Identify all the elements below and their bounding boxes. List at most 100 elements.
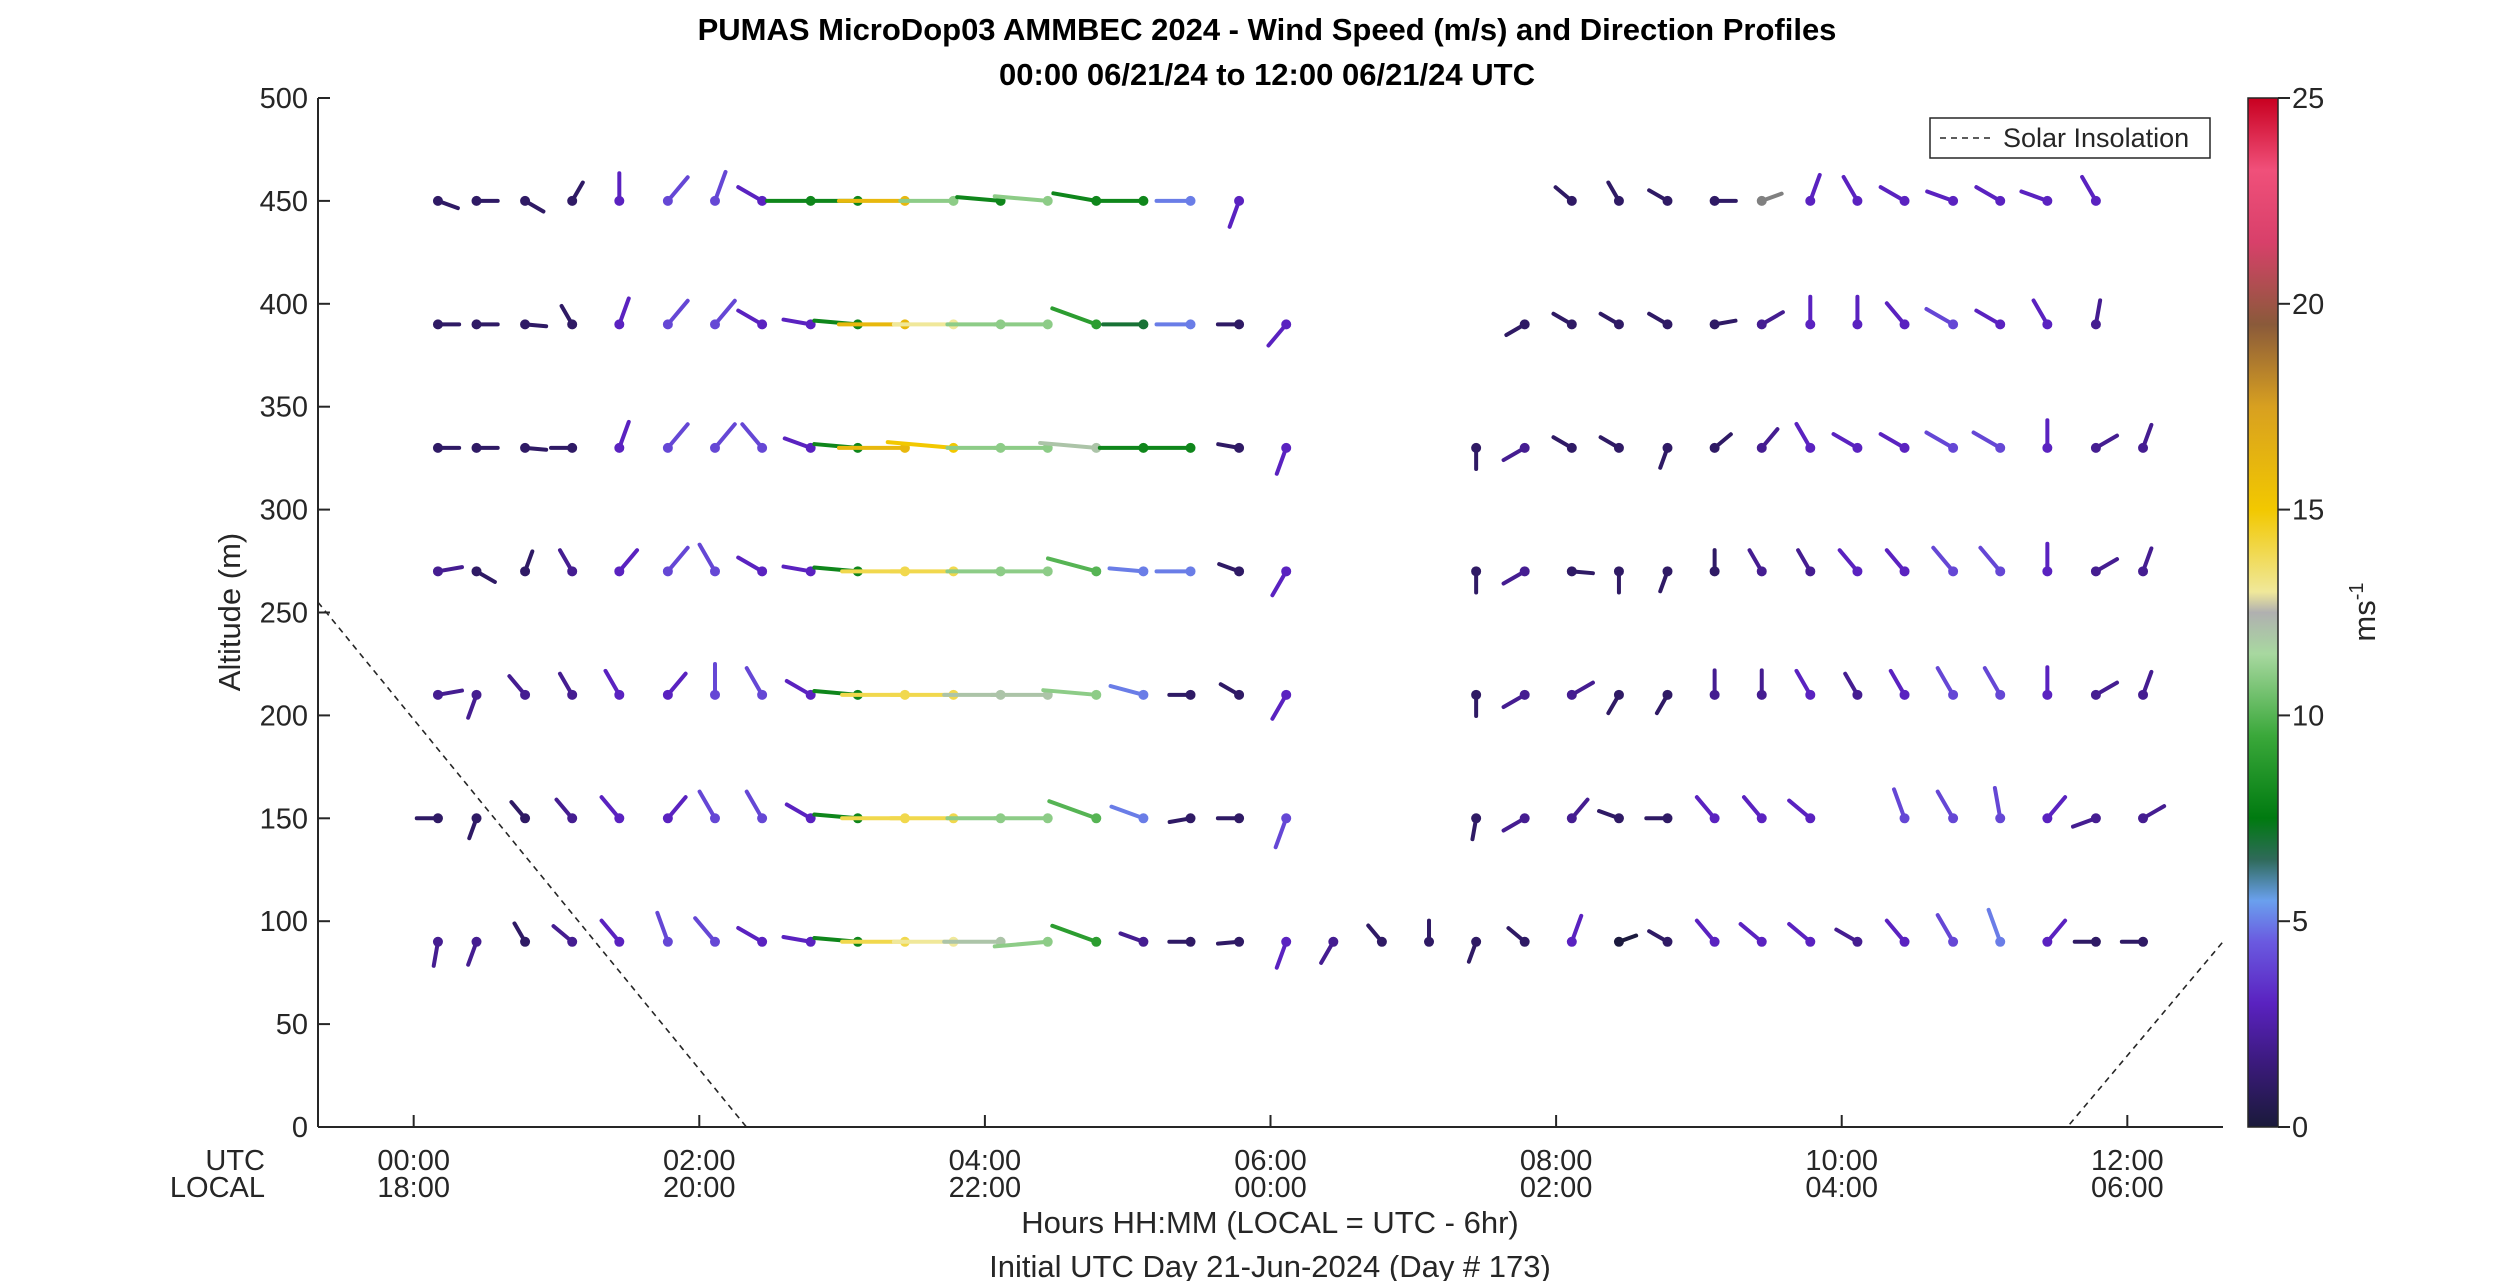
wind-barb-point	[1138, 566, 1149, 577]
y-tick-label: 250	[260, 598, 308, 630]
wind-barb-point	[1042, 936, 1053, 947]
wind-barb-point	[1138, 689, 1149, 700]
wind-barb-line	[1935, 913, 1956, 944]
wind-barb-point	[614, 813, 625, 824]
x-axis-ticks: 00:0018:0002:0020:0004:0022:0006:0000:00…	[377, 1115, 2164, 1204]
wind-barb-point	[1091, 566, 1102, 577]
wind-barb-point	[1709, 689, 1720, 700]
wind-barb-line	[1050, 306, 1099, 327]
wind-barb-point	[614, 566, 625, 577]
wind-barb-line	[1038, 440, 1099, 450]
x-axis-label: Hours HH:MM (LOCAL = UTC - 6hr)	[1021, 1205, 1519, 1240]
wind-barb-point	[567, 936, 578, 947]
y-tick-label: 200	[260, 700, 308, 732]
wind-barb-point	[1042, 195, 1053, 206]
wind-barb-point	[757, 566, 768, 577]
wind-barb-point	[567, 689, 578, 700]
wind-barb-point	[1613, 442, 1624, 453]
wind-barb-line	[1041, 688, 1099, 697]
wind-barb-point	[662, 936, 673, 947]
wind-barb-point	[757, 195, 768, 206]
wind-barb-point	[1519, 442, 1530, 453]
wind-barb-point	[471, 195, 482, 206]
wind-barb-point	[1709, 319, 1720, 330]
wind-barb-point	[1709, 936, 1720, 947]
wind-barb-point	[662, 689, 673, 700]
wind-barb-point	[709, 442, 720, 453]
y-tick-label: 0	[292, 1112, 308, 1144]
wind-barb-point	[2090, 442, 2101, 453]
wind-barb-point	[1852, 442, 1863, 453]
wind-barb-point	[471, 442, 482, 453]
wind-barb-point	[1091, 442, 1102, 453]
colorbar-tick-label: 15	[2292, 495, 2324, 527]
wind-barb-point	[1662, 813, 1673, 824]
wind-barb-point	[1662, 442, 1673, 453]
wind-barb-point	[1805, 442, 1816, 453]
wind-barb-point	[757, 936, 768, 947]
wind-barb-point	[1899, 319, 1910, 330]
wind-barb-point	[1995, 442, 2006, 453]
chart-subtitle: 00:00 06/21/24 to 12:00 06/21/24 UTC	[999, 57, 1535, 92]
wind-barb-line	[992, 194, 1050, 203]
wind-barb-point	[520, 813, 531, 824]
wind-barb-point	[709, 936, 720, 947]
wind-barb-line	[712, 422, 737, 450]
wind-barb-line	[1935, 789, 1956, 821]
wind-barb-point	[1138, 936, 1149, 947]
wind-barb-point	[1566, 566, 1577, 577]
wind-barb-point	[662, 319, 673, 330]
wind-barb-point	[1613, 936, 1624, 947]
wind-barb-point	[1471, 689, 1482, 700]
wind-barb-point	[1756, 442, 1767, 453]
wind-barb-point	[1519, 566, 1530, 577]
wind-barb-line	[1935, 666, 1956, 697]
wind-barb-point	[1091, 936, 1102, 947]
wind-barb-point	[1948, 195, 1959, 206]
wind-barb-line	[665, 422, 690, 450]
wind-barb-point	[1091, 689, 1102, 700]
wind-barb-point	[471, 319, 482, 330]
wind-barb-point	[1471, 442, 1482, 453]
wind-barb-point	[805, 195, 816, 206]
colorbar-tick-label: 10	[2292, 700, 2324, 732]
wind-barb-point	[614, 195, 625, 206]
wind-barb-point	[1424, 936, 1435, 947]
wind-barb-point	[2042, 689, 2053, 700]
wind-barb-point	[1948, 319, 1959, 330]
wind-barb-point	[1234, 689, 1245, 700]
wind-barb-point	[520, 319, 531, 330]
wind-barb-point	[2042, 566, 2053, 577]
wind-barb-point	[567, 319, 578, 330]
wind-barb-line	[1047, 799, 1099, 821]
wind-barb-point	[1234, 566, 1245, 577]
wind-barb-point	[1805, 195, 1816, 206]
wind-barb-point	[1566, 195, 1577, 206]
wind-barb-point	[614, 442, 625, 453]
wind-barb-point	[1234, 442, 1245, 453]
wind-barb-point	[1566, 813, 1577, 824]
wind-barb-point	[1471, 566, 1482, 577]
wind-barb-point	[1805, 689, 1816, 700]
wind-barb-point	[1805, 813, 1816, 824]
wind-barb-point	[471, 689, 482, 700]
wind-barb-point	[432, 319, 443, 330]
wind-barb-line	[697, 542, 717, 574]
wind-barb-line	[1924, 306, 1956, 327]
wind-barb-point	[432, 442, 443, 453]
wind-barb-point	[2090, 195, 2101, 206]
wind-barb-line	[744, 789, 765, 821]
wind-barb-point	[614, 689, 625, 700]
wind-barb-point	[2138, 442, 2149, 453]
x-tick-label-local: 00:00	[1234, 1172, 1307, 1204]
wind-barb-point	[567, 195, 578, 206]
wind-barb-point	[2138, 813, 2149, 824]
wind-barb-line	[885, 440, 956, 450]
wind-barb-point	[1709, 195, 1720, 206]
wind-barb-point	[1613, 689, 1624, 700]
wind-barb-point	[471, 566, 482, 577]
wind-barb-point	[614, 936, 625, 947]
wind-barb-point	[1756, 319, 1767, 330]
wind-barb-line	[744, 666, 765, 697]
wind-barb-point	[1852, 566, 1863, 577]
